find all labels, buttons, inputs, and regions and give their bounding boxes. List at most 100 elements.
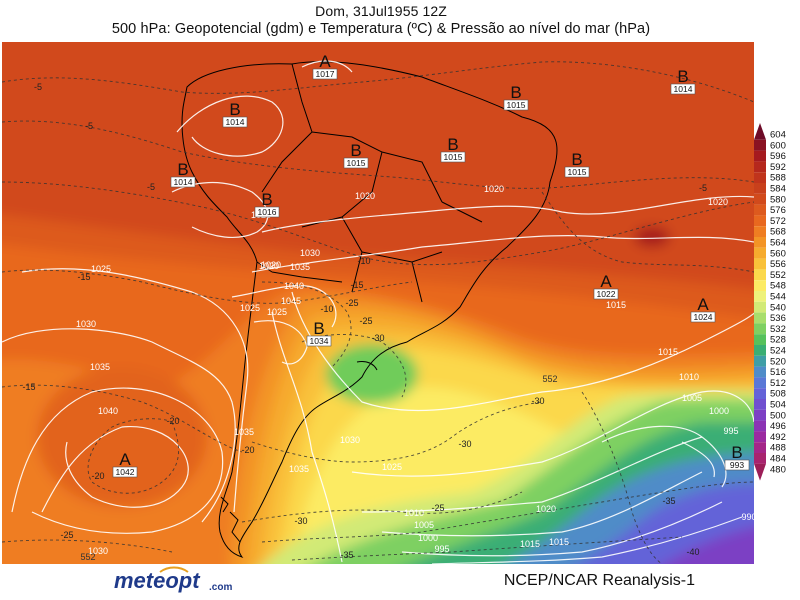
pressure-center-box	[170, 176, 196, 188]
legend-label: 564	[770, 238, 786, 249]
legend-label: 532	[770, 324, 786, 335]
temperature-label: -5	[34, 82, 42, 92]
legend-label: 492	[770, 432, 786, 443]
pressure-center-box	[564, 166, 590, 178]
legend-label: 488	[770, 443, 786, 454]
pressure-center-value: 1016	[258, 207, 277, 217]
isobar-label: 1010	[404, 508, 424, 518]
legend-swatch	[754, 442, 766, 453]
legend-label: 480	[770, 464, 786, 475]
isobar-label: 1030	[88, 546, 108, 556]
isobar-label: 1020	[708, 197, 728, 207]
logo-suffix: .com	[209, 582, 232, 593]
pressure-center-box	[503, 99, 529, 111]
isobar-label: 1020	[536, 504, 556, 514]
isobar-label: 1015	[658, 347, 678, 357]
legend-swatch	[754, 215, 766, 227]
pressure-centers: A1017B1014B1014B1015B1015B1015B1015B1014…	[112, 52, 750, 478]
legend-swatch	[754, 301, 766, 313]
isobar-label: 1005	[682, 393, 702, 403]
temperature-labels: -5-5-5-10-10-15-15-20-20-20-25-25-25-30-…	[22, 82, 707, 560]
isobar-label: 995	[434, 544, 449, 554]
legend-swatch	[754, 366, 766, 378]
legend-swatch	[754, 291, 766, 302]
pressure-center-letter: A	[697, 295, 709, 314]
isobar-label: 1035	[234, 427, 254, 437]
pressure-center-box	[690, 311, 716, 323]
legend-label: 548	[770, 281, 786, 292]
pressure-center-letter: A	[119, 450, 131, 469]
temperature-label: -35	[662, 496, 675, 506]
legend-label: 568	[770, 227, 786, 238]
legend-swatch	[754, 345, 766, 356]
legend-swatch	[754, 269, 766, 281]
legend-swatch	[754, 420, 766, 432]
temperature-label: -30	[458, 439, 471, 449]
pressure-center-letter: A	[319, 52, 331, 71]
isobar-label: 1015	[549, 537, 569, 547]
legend-label: 528	[770, 335, 786, 346]
legend-label: 504	[770, 400, 786, 411]
temperature-label: -15	[77, 272, 90, 282]
meteopt-logo: meteopt .com	[114, 566, 232, 593]
pressure-center-letter: B	[350, 141, 361, 160]
temperature-label: -20	[166, 416, 179, 426]
pressure-center-value: 993	[730, 460, 744, 470]
legend-swatch	[754, 204, 766, 216]
legend-swatch	[754, 409, 766, 421]
legend-label: 484	[770, 454, 786, 465]
isobar-label: 1015	[606, 300, 626, 310]
legend-swatch	[754, 312, 766, 324]
isobars	[2, 60, 754, 564]
isobar-label: 1045	[281, 296, 301, 306]
isobar-label: 1025	[91, 264, 111, 274]
temperature-label: -5	[699, 183, 707, 193]
pressure-center-value: 1034	[310, 336, 329, 346]
isobar-label: 1025	[382, 462, 402, 472]
pressure-center-letter: B	[313, 319, 324, 338]
temperature-label: -35	[340, 550, 353, 560]
temperature-label: -40	[686, 547, 699, 557]
legend-label: 552	[770, 270, 786, 281]
pressure-center-box	[670, 83, 696, 95]
pressure-center-value: 1022	[597, 289, 616, 299]
pressure-center-value: 1014	[226, 117, 245, 127]
pressure-center-letter: B	[510, 83, 521, 102]
isobar-label: 1000	[418, 533, 438, 543]
legend-label: 556	[770, 259, 786, 270]
legend-swatch	[754, 139, 766, 151]
legend-swatch	[754, 431, 766, 443]
legend-label: 520	[770, 356, 786, 367]
legend-swatch	[754, 161, 766, 173]
legend-swatch	[754, 280, 766, 291]
legend-label: 580	[770, 194, 786, 205]
legend-label: 576	[770, 205, 786, 216]
legend-label: 596	[770, 151, 786, 162]
isobar-label: 995	[723, 426, 738, 436]
isobar-label: 1040	[98, 406, 118, 416]
temperature-label: -5	[85, 121, 93, 131]
chart-title-line1: Dom, 31Jul1955 12Z	[315, 3, 447, 19]
pressure-center-box	[306, 335, 332, 347]
legend-label: 544	[770, 292, 786, 303]
pressure-center-value: 1015	[568, 167, 587, 177]
isobar-label: 1030	[76, 319, 96, 329]
pressure-center-letter: B	[229, 100, 240, 119]
pressure-center-value: 1015	[507, 100, 526, 110]
legend-swatch	[754, 463, 766, 481]
legend-swatch	[754, 150, 766, 162]
legend-swatch	[754, 183, 766, 194]
pressure-center-box	[593, 288, 619, 300]
temperature-label: -30	[294, 516, 307, 526]
isobar-label: 1020	[484, 184, 504, 194]
legend-swatch	[754, 377, 766, 389]
logo-swoosh	[159, 566, 189, 573]
legend-label: 512	[770, 378, 786, 389]
isobar-label: 1040	[284, 281, 304, 291]
geopotential-labels: 552 552	[80, 374, 557, 562]
